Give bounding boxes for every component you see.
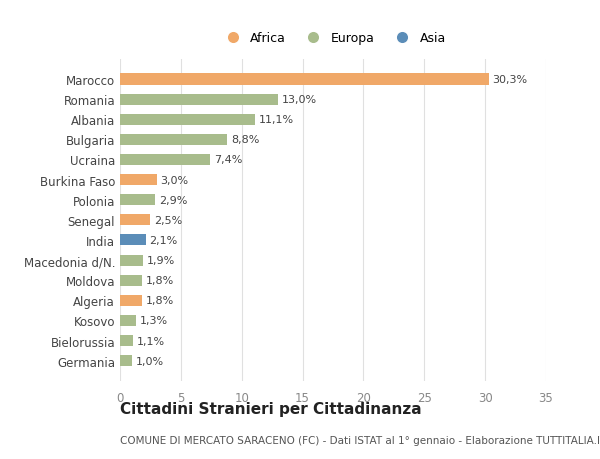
Bar: [120, 255, 143, 266]
Text: 1,3%: 1,3%: [139, 316, 167, 326]
Bar: [120, 174, 157, 186]
Bar: [120, 235, 146, 246]
Text: 11,1%: 11,1%: [259, 115, 294, 125]
Bar: [120, 355, 132, 366]
Text: 1,8%: 1,8%: [146, 296, 174, 306]
Bar: [120, 335, 133, 346]
Bar: [120, 74, 489, 85]
Bar: [120, 275, 142, 286]
Text: 1,9%: 1,9%: [147, 256, 175, 265]
Text: 3,0%: 3,0%: [160, 175, 188, 185]
Text: 8,8%: 8,8%: [231, 135, 259, 145]
Text: 2,9%: 2,9%: [159, 195, 187, 205]
Bar: [120, 215, 151, 226]
Text: 1,8%: 1,8%: [146, 275, 174, 285]
Bar: [120, 295, 142, 306]
Bar: [120, 134, 227, 146]
Bar: [120, 114, 255, 125]
Legend: Africa, Europa, Asia: Africa, Europa, Asia: [215, 28, 451, 50]
Text: Cittadini Stranieri per Cittadinanza: Cittadini Stranieri per Cittadinanza: [120, 401, 422, 416]
Text: 1,1%: 1,1%: [137, 336, 165, 346]
Bar: [120, 155, 210, 166]
Text: 7,4%: 7,4%: [214, 155, 242, 165]
Text: 2,1%: 2,1%: [149, 235, 178, 246]
Text: 13,0%: 13,0%: [282, 95, 317, 105]
Text: COMUNE DI MERCATO SARACENO (FC) - Dati ISTAT al 1° gennaio - Elaborazione TUTTIT: COMUNE DI MERCATO SARACENO (FC) - Dati I…: [120, 435, 600, 445]
Text: 30,3%: 30,3%: [493, 75, 527, 85]
Bar: [120, 195, 155, 206]
Text: 1,0%: 1,0%: [136, 356, 164, 366]
Text: 2,5%: 2,5%: [154, 215, 182, 225]
Bar: [120, 315, 136, 326]
Bar: [120, 95, 278, 106]
